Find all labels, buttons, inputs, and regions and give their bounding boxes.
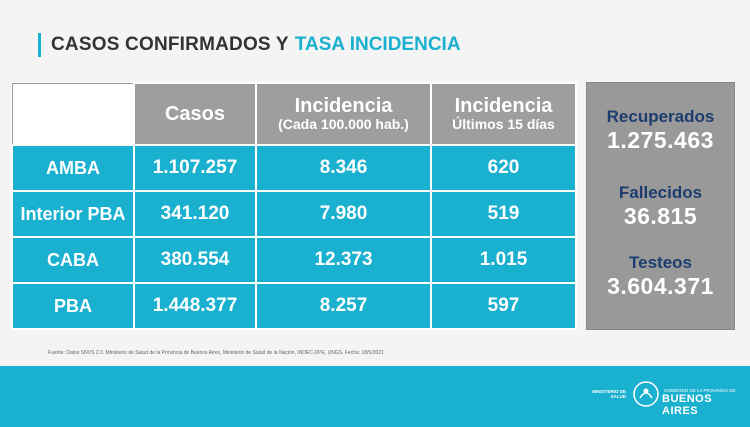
row-label: PBA: [11, 282, 135, 330]
row-label: CABA: [11, 236, 135, 284]
cell-incidencia-15: 620: [430, 144, 577, 192]
province-seal-icon: [633, 381, 659, 407]
cell-incidencia: 8.257: [255, 282, 432, 330]
testeos-value: 3.604.371: [607, 273, 714, 299]
recuperados-value: 1.275.463: [607, 127, 714, 153]
cell-casos: 380.554: [133, 236, 257, 284]
source-note: Fuente: Datos SNVS 2.0. Ministerio de Sa…: [48, 350, 384, 356]
ministerio-label: MINISTERIO DE SALUD: [592, 389, 626, 399]
fallecidos-stat: Fallecidos 36.815: [587, 183, 734, 230]
cell-incidencia: 12.373: [255, 236, 432, 284]
cell-incidencia: 8.346: [255, 144, 432, 192]
cell-casos: 1.448.377: [133, 282, 257, 330]
cell-incidencia: 7.980: [255, 190, 432, 238]
col-header-incidencia-15: Incidencia Últimos 15 días: [430, 82, 577, 146]
page-title: CASOS CONFIRMADOS Y TASA INCIDENCIA: [38, 33, 461, 57]
summary-panel: Recuperados 1.275.463 Fallecidos 36.815 …: [586, 82, 735, 330]
title-accent-bar: [38, 33, 41, 57]
cell-incidencia-15: 519: [430, 190, 577, 238]
fallecidos-value: 36.815: [623, 203, 698, 229]
row-label: Interior PBA: [11, 190, 135, 238]
recuperados-label: Recuperados: [606, 107, 715, 126]
col-header-casos: Casos: [133, 82, 257, 146]
table-row: AMBA 1.107.257 8.346 620: [11, 144, 577, 192]
table-corner: [11, 82, 135, 146]
cell-casos: 341.120: [133, 190, 257, 238]
table-row: Interior PBA 341.120 7.980 519: [11, 190, 577, 238]
title-accent: TASA INCIDENCIA: [294, 34, 461, 55]
cell-incidencia-15: 597: [430, 282, 577, 330]
cell-casos: 1.107.257: [133, 144, 257, 192]
gobierno-label: GOBIERNO DE LA PROVINCIA DE: [664, 388, 736, 393]
title-main: CASOS CONFIRMADOS Y: [51, 34, 289, 55]
buenos-aires-label: BUENOS AIRES: [662, 393, 713, 417]
footer-banner: MINISTERIO DE SALUD GOBIERNO DE LA PROVI…: [0, 366, 750, 427]
col-header-incidencia: Incidencia (Cada 100.000 hab.): [255, 82, 432, 146]
col-subheader-incidencia-15: Últimos 15 días: [452, 115, 555, 132]
cell-incidencia-15: 1.015: [430, 236, 577, 284]
testeos-stat: Testeos 3.604.371: [587, 253, 734, 300]
recuperados-stat: Recuperados 1.275.463: [587, 107, 734, 154]
table-row: PBA 1.448.377 8.257 597: [11, 282, 577, 330]
row-label: AMBA: [11, 144, 135, 192]
fallecidos-label: Fallecidos: [618, 183, 703, 202]
table-row: CABA 380.554 12.373 1.015: [11, 236, 577, 284]
col-subheader-incidencia: (Cada 100.000 hab.): [278, 115, 409, 132]
cases-table: Casos Incidencia (Cada 100.000 hab.) Inc…: [11, 82, 577, 330]
testeos-label: Testeos: [629, 253, 692, 272]
